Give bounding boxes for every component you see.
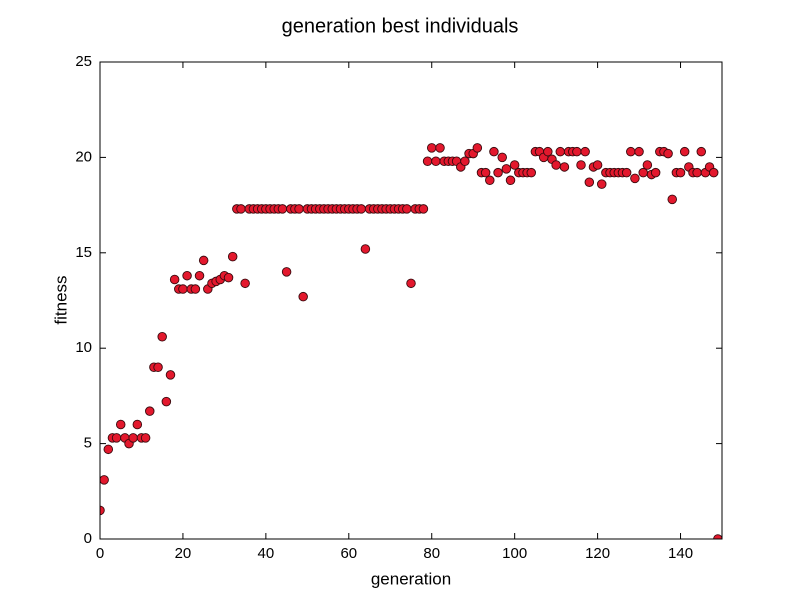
point: [169, 274, 180, 285]
point: [596, 179, 607, 189]
point: [572, 146, 582, 157]
x-tick-label: 20: [175, 545, 192, 562]
x-tick-label: 100: [502, 545, 527, 562]
point: [240, 278, 250, 289]
point: [356, 204, 366, 214]
plot-frame: [99, 61, 723, 540]
x-tick-label: 0: [96, 545, 104, 562]
y-tick-label: 0: [84, 530, 92, 547]
y-tick-label: 25: [75, 53, 92, 70]
point: [281, 267, 292, 277]
point: [675, 167, 686, 178]
point: [509, 160, 520, 170]
point: [667, 194, 677, 205]
point: [679, 146, 690, 157]
point: [501, 164, 512, 174]
point: [431, 156, 441, 166]
point: [505, 175, 516, 186]
point: [236, 204, 246, 214]
point: [298, 291, 308, 302]
point: [630, 173, 640, 184]
y-tick-label: 5: [84, 435, 92, 452]
point: [497, 152, 507, 163]
y-tick-label: 10: [75, 339, 92, 356]
point: [161, 396, 172, 407]
point: [422, 156, 433, 166]
y-axis-label: fitness: [51, 275, 70, 324]
point: [111, 433, 122, 443]
chart-title: generation best individuals: [282, 15, 519, 37]
point: [638, 167, 648, 178]
point: [426, 143, 437, 153]
point: [277, 204, 288, 214]
point: [165, 370, 176, 380]
point: [406, 278, 416, 289]
point: [626, 146, 636, 157]
point: [140, 433, 151, 443]
point: [182, 270, 192, 281]
y-tick-label: 20: [75, 148, 92, 165]
point: [227, 251, 238, 262]
x-axis-label: generation: [371, 569, 451, 588]
point: [128, 433, 138, 443]
point: [178, 284, 188, 294]
point: [190, 284, 201, 294]
point: [555, 146, 566, 157]
point: [480, 167, 491, 178]
point: [650, 167, 661, 178]
point: [132, 419, 143, 430]
x-tick-label: 80: [423, 545, 440, 562]
x-tick-label: 140: [668, 545, 693, 562]
point: [418, 204, 429, 214]
point: [489, 146, 499, 157]
point: [472, 143, 483, 153]
point: [692, 167, 702, 178]
point: [145, 406, 155, 416]
point: [584, 177, 595, 187]
point: [621, 167, 632, 178]
point: [543, 146, 553, 157]
point: [402, 204, 412, 214]
x-tick-label: 60: [340, 545, 357, 562]
point: [294, 204, 304, 214]
x-tick-label: 40: [258, 545, 275, 562]
point: [198, 255, 209, 266]
point: [580, 146, 590, 157]
point: [157, 332, 167, 342]
point: [592, 160, 603, 170]
point: [460, 156, 470, 166]
point: [223, 272, 234, 283]
point: [100, 475, 109, 485]
points: [100, 143, 722, 539]
point: [435, 143, 445, 153]
point: [194, 270, 205, 281]
point: [642, 160, 653, 170]
point: [576, 160, 586, 170]
point: [360, 244, 371, 254]
point: [634, 146, 644, 157]
point: [559, 162, 570, 172]
point: [103, 444, 114, 455]
point: [485, 175, 495, 186]
y-tick-label: 15: [75, 244, 92, 261]
point: [696, 146, 707, 157]
point: [663, 148, 673, 159]
point: [493, 167, 503, 178]
x-tick-label: 120: [585, 545, 610, 562]
point: [100, 505, 105, 516]
point: [526, 167, 537, 178]
point: [153, 362, 163, 373]
point: [551, 160, 561, 170]
point: [713, 534, 722, 539]
point: [708, 167, 719, 178]
point: [115, 419, 126, 430]
